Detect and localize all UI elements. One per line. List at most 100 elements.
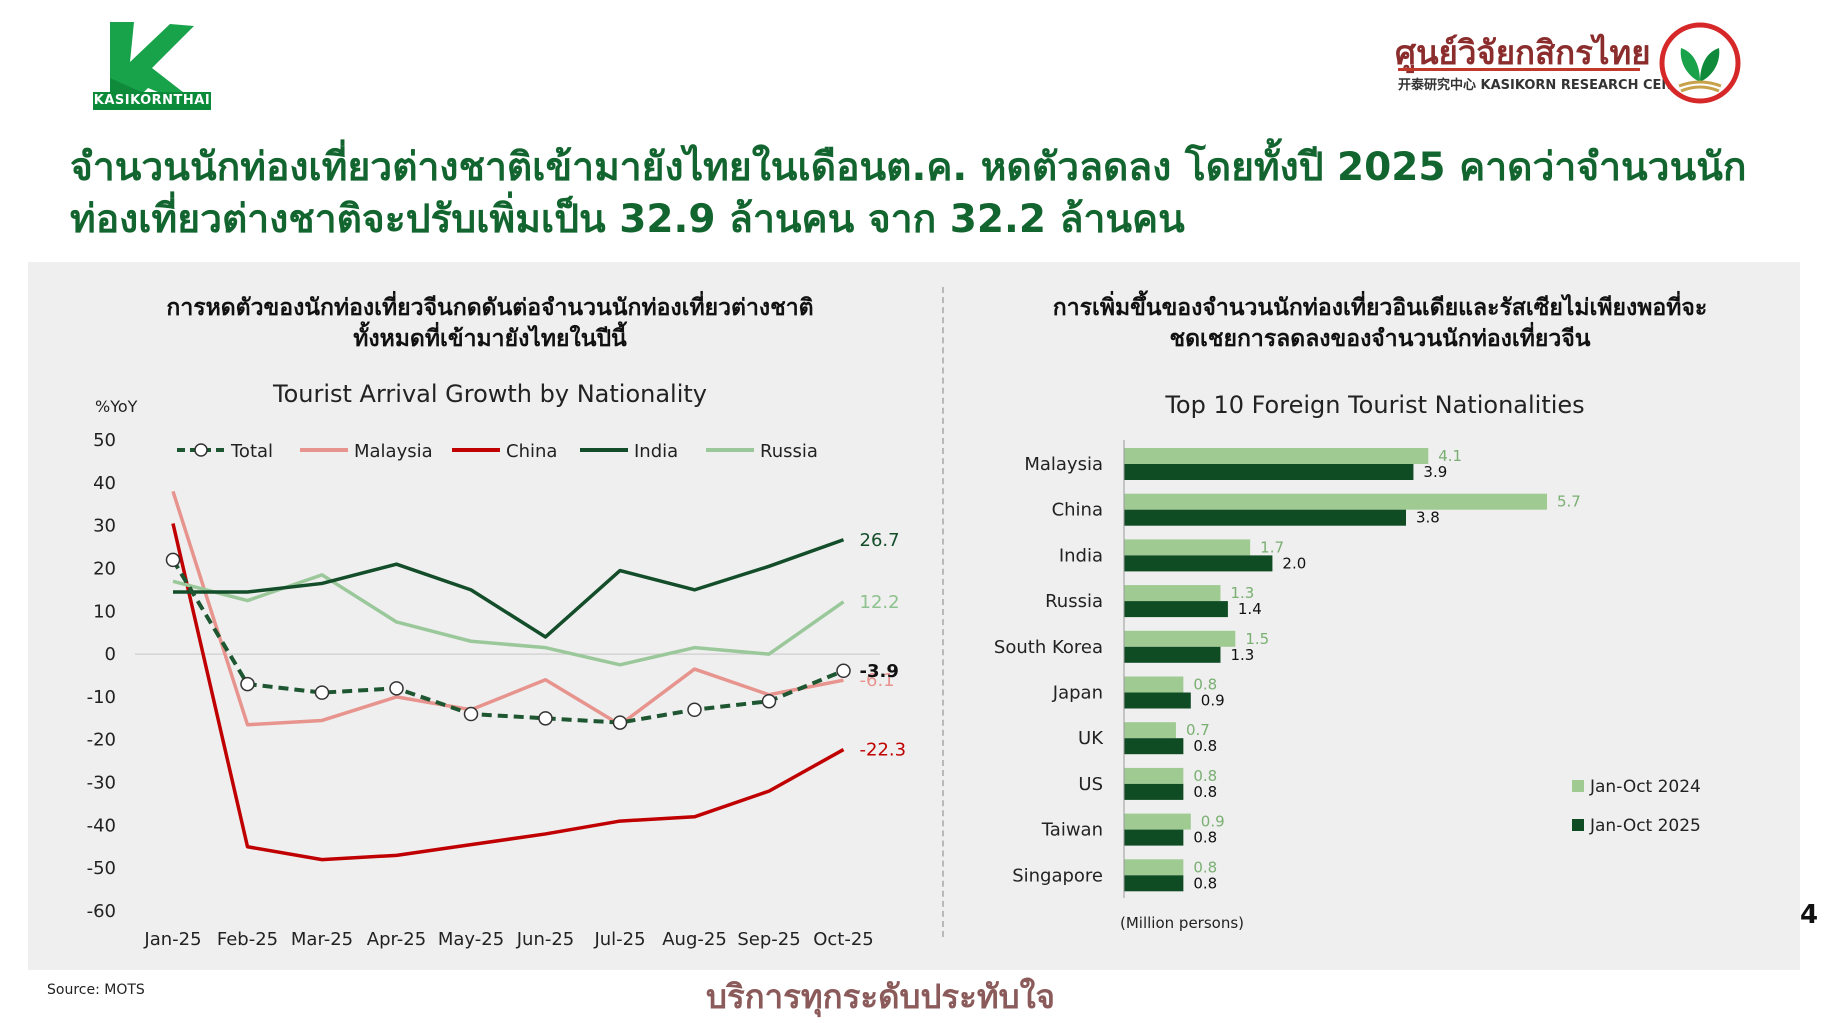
legend-label-malaysia: Malaysia [354, 441, 433, 462]
legend-swatch-2025 [1572, 819, 1584, 831]
end-label-india: 26.7 [860, 530, 900, 551]
kasikornthai-logo-label: KASIKORNTHAI [93, 92, 211, 110]
left-section-title-line2: ทั้งหมดที่เข้ามายังไทยในปีนี้ [353, 326, 627, 352]
bar-2025 [1124, 783, 1184, 800]
bar-2025 [1124, 509, 1406, 526]
end-label-china: -22.3 [860, 740, 907, 761]
bar-value-label-2024: 4.1 [1438, 447, 1462, 465]
legend-label-china: China [506, 441, 557, 462]
y-tick-label: 40 [93, 473, 116, 494]
category-label: South Korea [994, 637, 1103, 658]
category-label: Russia [1045, 591, 1103, 612]
bar-2025 [1124, 555, 1273, 572]
research-center-name: ศูนย์วิจัยกสิกรไทย [1395, 33, 1651, 72]
series-line-china [171, 523, 845, 862]
total-point-marker [314, 685, 330, 700]
bar-value-label-2024: 5.7 [1557, 493, 1581, 511]
bar-value-label-2024: 1.5 [1245, 630, 1269, 648]
bar-2024 [1124, 676, 1184, 693]
source-note: Source: MOTS [47, 982, 145, 998]
y-tick-label: 10 [93, 601, 116, 622]
category-label: Taiwan [1041, 820, 1103, 841]
bar-2025 [1124, 829, 1184, 846]
category-label: Japan [1052, 683, 1103, 704]
y-tick-label: -10 [87, 687, 116, 708]
bar-2025 [1124, 738, 1184, 755]
total-point-marker [612, 715, 628, 730]
right-chart-title: Top 10 Foreign Tourist Nationalities [1164, 391, 1584, 419]
bar-2025 [1124, 464, 1414, 480]
y-tick-label: -20 [87, 730, 116, 751]
x-tick-label: Jul-25 [593, 929, 645, 950]
bar-value-label-2025: 1.4 [1238, 600, 1262, 618]
total-point-marker [463, 706, 479, 722]
x-tick-label: Jun-25 [516, 929, 575, 950]
x-tick-label: Mar-25 [291, 929, 353, 950]
bar-2024 [1124, 493, 1547, 510]
bar-value-label-2025: 1.3 [1230, 646, 1254, 664]
series-line-malaysia [171, 490, 844, 727]
legend-marker-total [194, 443, 208, 457]
category-label: Singapore [1012, 865, 1103, 886]
bar-value-label-2025: 0.8 [1193, 829, 1217, 847]
legend-label-total: Total [230, 441, 273, 462]
bar-value-label-2025: 3.8 [1416, 509, 1440, 527]
y-tick-label: 0 [105, 644, 116, 665]
bar-value-label-2025: 2.0 [1282, 554, 1306, 572]
bar-2024 [1124, 813, 1191, 830]
y-tick-label: 30 [93, 516, 116, 537]
y-tick-label: 20 [93, 558, 116, 579]
bar-2024 [1124, 448, 1429, 464]
bar-value-label-2024: 0.8 [1193, 767, 1217, 785]
research-center-subtitle: 开泰研究中心 KASIKORN RESEARCH CENTER [1398, 78, 1701, 93]
total-point-marker [687, 702, 702, 718]
bar-value-label-2025: 0.8 [1193, 874, 1217, 892]
bar-value-label-2024: 1.3 [1230, 584, 1254, 602]
y-tick-label: -60 [87, 901, 116, 922]
bar-2024 [1124, 539, 1251, 556]
category-label: China [1052, 500, 1103, 521]
total-point-marker [538, 711, 553, 726]
bar-2025 [1124, 692, 1191, 709]
total-point-marker [240, 676, 255, 692]
y-axis-label: %YoY [95, 397, 138, 416]
right-section-title: การเพิ่มขึ้นของจำนวนนักท่องเที่ยวอินเดีย… [965, 293, 1795, 355]
x-tick-label: Aug-25 [662, 929, 727, 950]
legend-label-india: India [634, 441, 678, 462]
bar-value-label-2024: 0.7 [1186, 721, 1210, 739]
bar-2024 [1124, 585, 1221, 602]
category-label: India [1059, 545, 1103, 566]
bar-value-label-2024: 0.8 [1193, 676, 1217, 694]
research-center-underline [1398, 68, 1640, 71]
legend-label-russia: Russia [760, 441, 818, 462]
legend-swatch-2024 [1572, 780, 1584, 792]
left-section-title-line1: การหดตัวของนักท่องเที่ยวจีนกดดันต่อจำนวน… [166, 295, 814, 321]
x-axis-unit-label: (Million persons) [1120, 914, 1244, 932]
total-point-marker [761, 693, 777, 709]
left-section-title: การหดตัวของนักท่องเที่ยวจีนกดดันต่อจำนวน… [60, 293, 920, 355]
category-label: UK [1078, 728, 1104, 749]
content-panel [28, 262, 1800, 970]
bar-value-label-2024: 0.9 [1201, 813, 1225, 831]
page-headline: จำนวนนักท่องเที่ยวต่างชาติเข้ามายังไทยใน… [70, 145, 1747, 242]
x-tick-label: Apr-25 [367, 929, 426, 950]
series-line-total [171, 558, 845, 725]
total-point-marker [165, 552, 181, 568]
x-tick-label: Jan-25 [143, 929, 201, 950]
panel-divider [942, 287, 944, 937]
category-label: US [1078, 774, 1103, 795]
bar-value-label-2025: 0.8 [1193, 783, 1217, 801]
total-point-marker [389, 681, 404, 696]
bar-2024 [1124, 630, 1236, 647]
x-tick-label: Sep-25 [737, 929, 800, 950]
bar-value-label-2025: 3.9 [1423, 463, 1447, 481]
page-number: 4 [1800, 900, 1819, 930]
bar-2025 [1124, 875, 1184, 892]
x-tick-label: Oct-25 [813, 929, 874, 950]
end-label-russia: 12.2 [860, 592, 900, 613]
bar-value-label-2024: 1.7 [1260, 538, 1284, 556]
series-line-india [173, 538, 845, 639]
end-label-malaysia: -6.1 [860, 670, 895, 691]
bar-value-label-2025: 0.8 [1193, 737, 1217, 755]
